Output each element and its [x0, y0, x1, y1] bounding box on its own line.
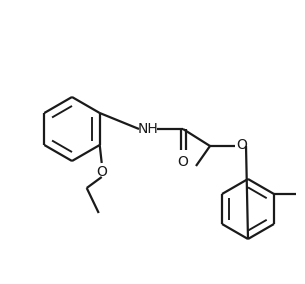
Text: NH: NH	[138, 122, 158, 136]
Text: O: O	[237, 138, 247, 152]
Text: O: O	[178, 155, 188, 169]
Text: O: O	[96, 165, 107, 179]
